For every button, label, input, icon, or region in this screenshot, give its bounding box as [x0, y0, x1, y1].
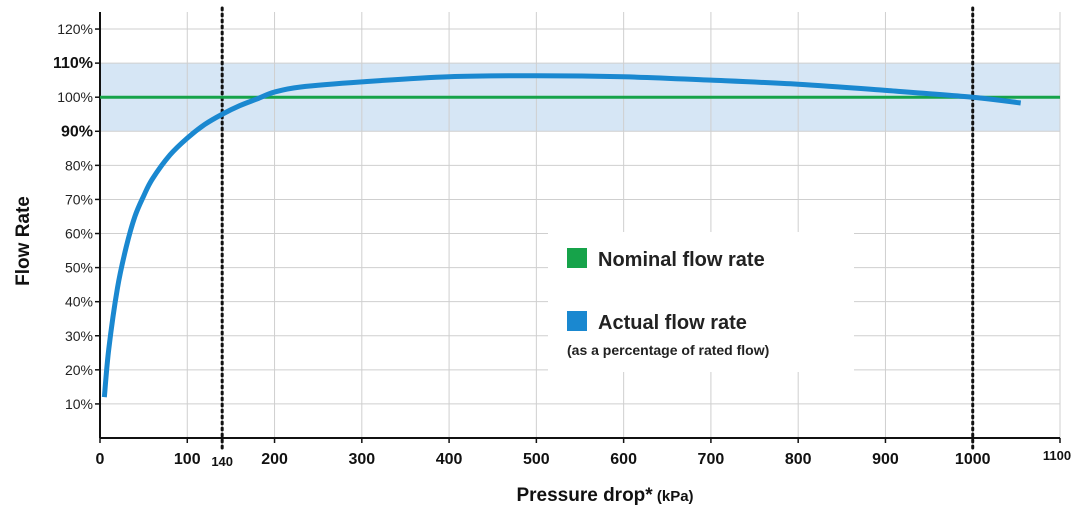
y-tick-label: 20%	[65, 362, 93, 378]
x-tick-label: 600	[610, 451, 637, 468]
x-tick-label: 0	[96, 451, 105, 468]
y-tick-label: 30%	[65, 328, 93, 344]
y-tick-label: 80%	[65, 157, 93, 173]
x-tick-label: 100	[174, 451, 201, 468]
legend-swatch-actual	[567, 311, 587, 331]
legend-label-nominal: Nominal flow rate	[598, 249, 765, 271]
legend-swatch-nominal	[567, 248, 587, 268]
x-tick-label: 1000	[955, 451, 991, 468]
y-tick-label: 10%	[65, 396, 93, 412]
y-tick-label: 110%	[53, 55, 93, 72]
x-tick-label: 700	[698, 451, 725, 468]
legend: Nominal flow rate Actual flow rate (as a…	[548, 232, 854, 372]
x-axis-label-unit: (kPa)	[653, 488, 694, 505]
x-tick-label: 500	[523, 451, 550, 468]
series-layer	[100, 73, 1060, 398]
y-tick-label: 70%	[65, 191, 93, 207]
y-tick-label: 40%	[65, 294, 93, 310]
y-tick-label: 120%	[57, 21, 93, 37]
tick-labels-layer: 140 10% 20% 30% 40% 50% 60% 70% 80% 90% 100% 110% 12…	[53, 21, 1071, 469]
x-axis-label-main: Pressure drop*	[516, 485, 653, 506]
x-tick-label: 300	[348, 451, 375, 468]
x-tick-label: 400	[436, 451, 463, 468]
x-tick-label: 1100	[1043, 448, 1071, 463]
legend-note-actual: (as a percentage of rated flow)	[567, 342, 769, 358]
reference-line-label: 140	[211, 454, 233, 469]
y-axis-label: Flow Rate	[13, 196, 34, 286]
axes-layer	[95, 12, 1061, 443]
legend-label-actual: Actual flow rate	[598, 312, 747, 334]
y-tick-label: 90%	[61, 123, 93, 140]
x-tick-label: 900	[872, 451, 899, 468]
legend-background	[548, 232, 854, 372]
series-actual-line	[101, 73, 1022, 398]
y-tick-label: 60%	[65, 226, 93, 242]
x-axis-label: Pressure drop* (kPa)	[516, 485, 693, 506]
x-tick-label: 200	[261, 451, 288, 468]
reference-lines-layer	[220, 6, 975, 452]
y-tick-label: 50%	[65, 260, 93, 276]
y-tick-label: 100%	[57, 89, 93, 105]
x-tick-label: 800	[785, 451, 812, 468]
